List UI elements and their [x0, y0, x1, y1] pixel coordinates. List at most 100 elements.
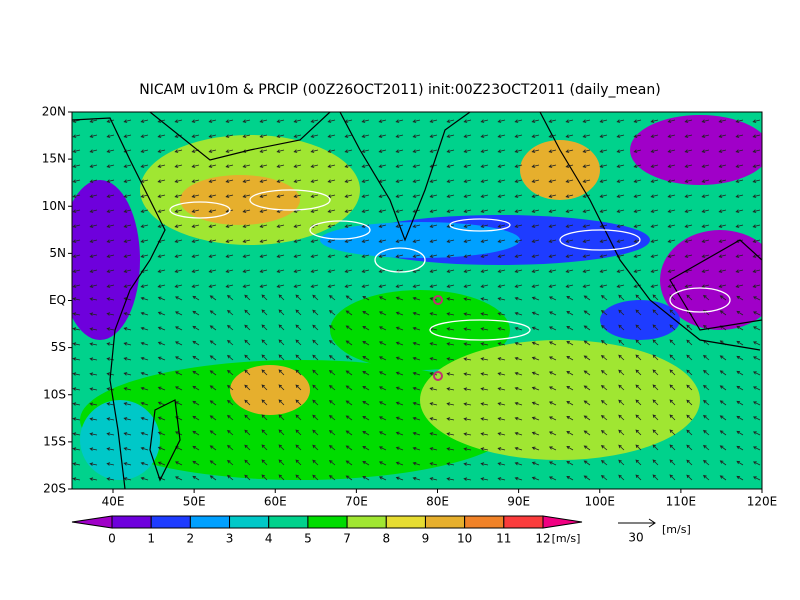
wind-vector	[395, 164, 404, 168]
wind-vector	[480, 194, 489, 198]
wind-vector	[463, 239, 472, 243]
wind-vector	[395, 326, 404, 331]
wind-vector	[616, 209, 625, 213]
wind-vector	[565, 119, 574, 123]
wind-vector	[497, 254, 506, 258]
wind-vector	[669, 414, 676, 421]
wind-vector	[531, 149, 540, 153]
wind-vector	[463, 209, 472, 213]
wind-vector	[106, 477, 115, 481]
wind-vector	[429, 477, 438, 481]
wind-vector	[753, 446, 761, 451]
wind-vector	[175, 356, 183, 361]
wind-vector	[344, 239, 353, 243]
wind-vector	[635, 354, 642, 361]
wind-vector	[446, 402, 455, 406]
wind-vector	[583, 340, 591, 346]
wind-vector	[686, 339, 693, 346]
wind-vector	[531, 254, 540, 258]
wind-vector	[242, 224, 251, 228]
wind-vector	[686, 429, 693, 436]
colorbar-label: 12	[535, 532, 550, 546]
wind-vector	[480, 342, 489, 346]
wind-vector	[276, 149, 285, 153]
madagascar	[149, 399, 181, 482]
wind-vector	[72, 342, 81, 346]
colorbar-label: 4	[265, 532, 273, 546]
wind-vector	[261, 324, 268, 331]
wind-vector	[72, 387, 81, 391]
wind-vector	[600, 460, 608, 466]
wind-vector	[480, 284, 489, 288]
wind-vector	[344, 149, 353, 153]
wind-vector	[208, 254, 217, 258]
precip-contour	[249, 189, 331, 211]
wind-vector	[242, 239, 251, 243]
wind-vector	[327, 284, 336, 288]
wind-vector	[327, 239, 336, 243]
precip-contour	[374, 247, 426, 273]
wind-vector	[312, 414, 319, 421]
wind-vector	[123, 119, 132, 123]
wind-vector	[242, 164, 251, 168]
wind-vector	[514, 341, 523, 346]
colorbar-label: 1	[147, 532, 155, 546]
wind-vector	[582, 179, 591, 183]
wind-vector	[157, 431, 166, 436]
wind-vector	[208, 179, 217, 183]
wind-vector	[599, 209, 608, 213]
wind-vector	[583, 400, 591, 406]
wind-vector	[261, 459, 268, 466]
wind-vector	[618, 309, 625, 316]
wind-vector	[378, 149, 387, 153]
wind-vector	[463, 224, 472, 228]
wind-vector	[140, 284, 149, 288]
wind-vector	[429, 194, 438, 198]
wind-vector	[566, 355, 574, 361]
wind-vector	[669, 474, 676, 481]
wind-vector	[259, 179, 268, 183]
wind-vector	[566, 370, 574, 376]
wind-vector	[463, 342, 472, 346]
colorbar-cell	[307, 515, 348, 529]
wind-vector	[701, 269, 710, 273]
colorbar-cell	[189, 515, 231, 529]
wind-vector	[140, 416, 149, 421]
lat-label: 15N	[42, 152, 66, 166]
wind-vector	[618, 429, 625, 436]
wind-vector	[565, 284, 574, 288]
wind-vector	[686, 399, 693, 406]
wind-vector	[480, 254, 489, 258]
wind-vector	[327, 119, 336, 123]
wind-vector	[244, 414, 251, 421]
wind-vector	[719, 310, 727, 316]
wind-vector	[583, 415, 591, 421]
colorbar-label: 5	[304, 532, 312, 546]
wind-vector	[650, 149, 659, 153]
wind-vector	[123, 432, 132, 436]
wind-vector	[669, 354, 676, 361]
wind-vector	[276, 254, 285, 258]
wind-vector	[446, 297, 455, 301]
wind-vector	[686, 324, 693, 331]
wind-vector	[123, 462, 132, 466]
wind-vector	[531, 446, 540, 451]
lon-label: 100E	[585, 495, 616, 509]
wind-vector	[140, 311, 149, 316]
wind-vector	[242, 119, 251, 123]
wind-vector	[345, 310, 353, 316]
wind-vector	[736, 295, 744, 301]
wind-vector	[548, 164, 557, 168]
wind-vector	[701, 224, 710, 228]
wind-vector	[514, 371, 523, 376]
wind-vector	[480, 297, 489, 301]
wind-vector	[157, 149, 166, 153]
wind-vector	[684, 119, 693, 123]
wind-vector	[123, 387, 132, 391]
wind-vector	[480, 477, 489, 481]
wind-vector	[378, 134, 387, 138]
wind-vector	[157, 401, 166, 406]
wind-vector	[174, 224, 183, 228]
wind-vector	[208, 134, 217, 138]
wind-vector	[312, 444, 319, 451]
